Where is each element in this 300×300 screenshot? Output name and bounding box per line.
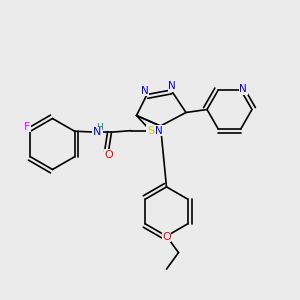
Text: N: N	[168, 81, 176, 92]
Text: N: N	[155, 126, 163, 136]
Text: H: H	[96, 123, 103, 132]
Text: F: F	[24, 122, 31, 132]
Text: O: O	[104, 150, 113, 160]
Text: N: N	[239, 84, 247, 94]
Text: O: O	[162, 232, 171, 242]
Text: N: N	[141, 86, 149, 96]
Text: N: N	[93, 127, 101, 137]
Text: S: S	[147, 126, 154, 136]
